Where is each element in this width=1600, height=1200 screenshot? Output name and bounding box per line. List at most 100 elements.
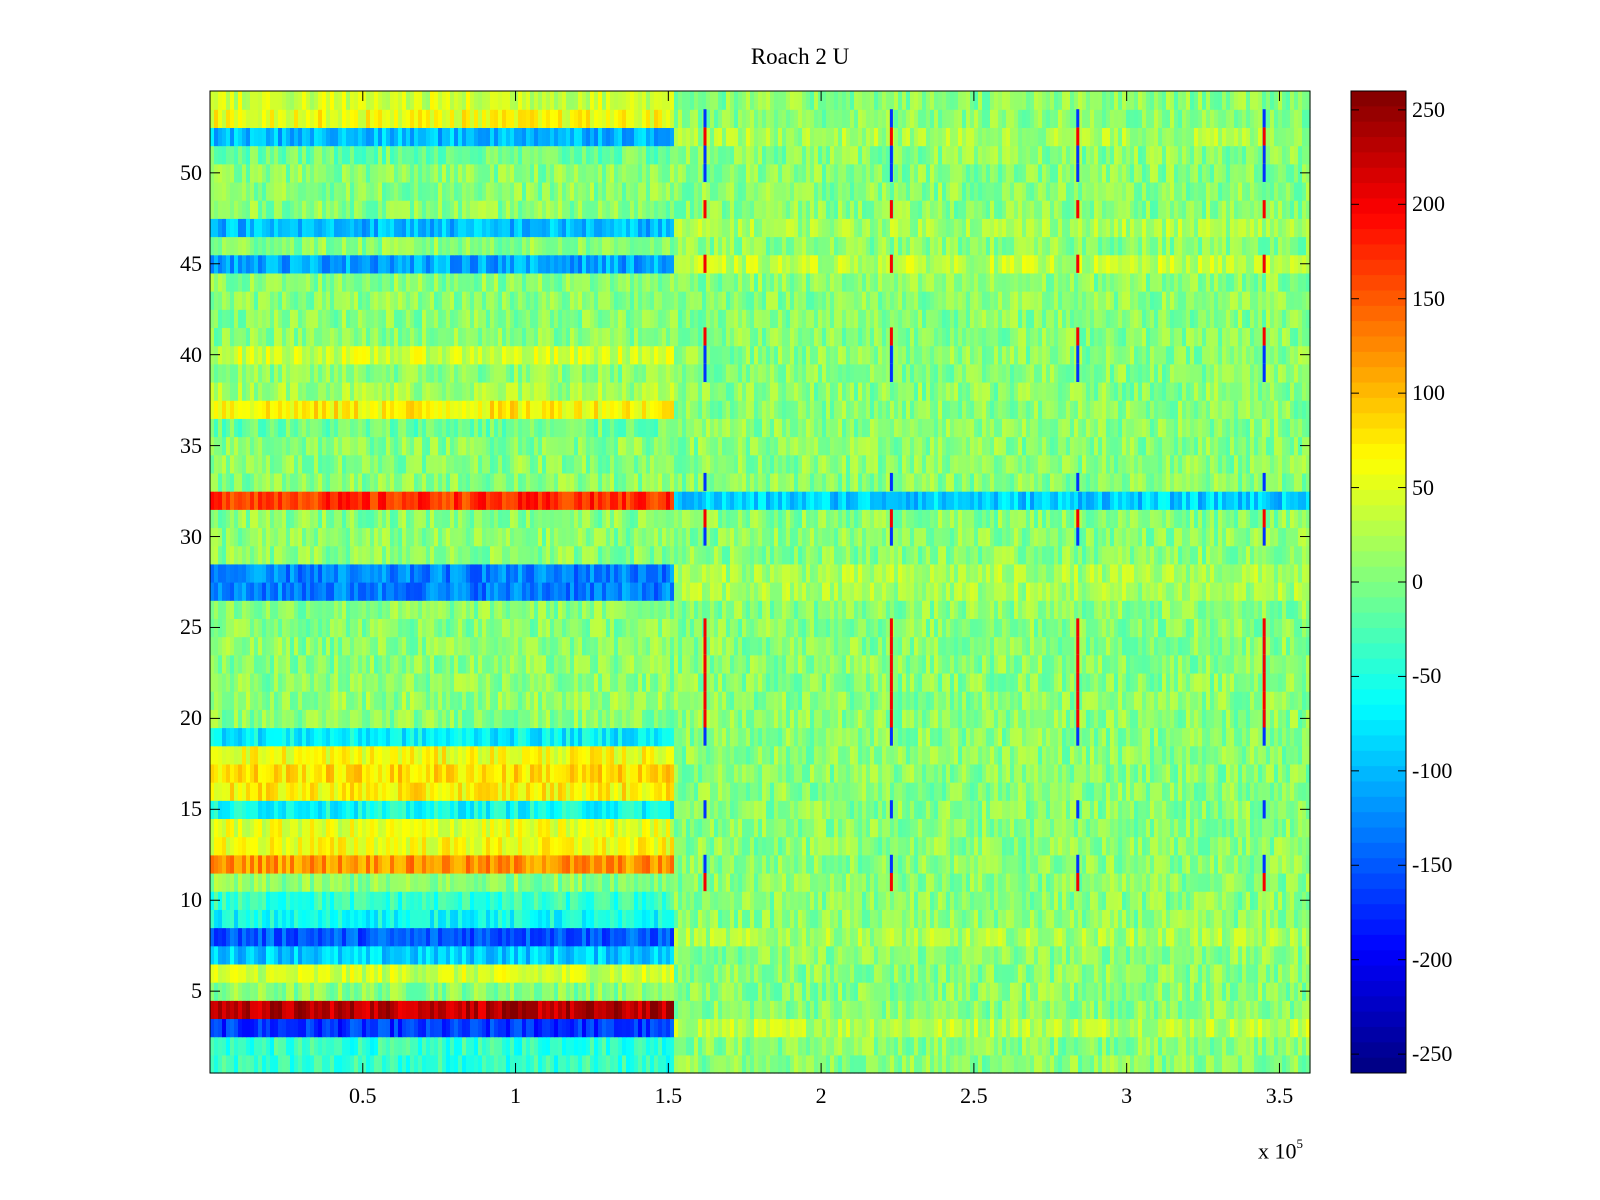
heatmap-cell (334, 945, 339, 965)
heatmap-cell (1230, 782, 1235, 801)
heatmap-cell (590, 800, 595, 820)
heatmap-cell (242, 945, 247, 965)
heatmap-cell (1038, 800, 1043, 820)
heatmap-cell (806, 836, 811, 856)
heatmap-cell (1214, 800, 1219, 820)
heatmap-cell (1246, 745, 1251, 765)
heatmap-cell (746, 745, 751, 765)
heatmap-cell (1006, 763, 1011, 783)
heatmap-cell (330, 927, 335, 947)
heatmap-cell (590, 945, 595, 965)
heatmap-cell (770, 763, 775, 783)
heatmap-cell (294, 818, 299, 838)
heatmap-cell (1042, 1018, 1047, 1038)
heatmap-cell (426, 927, 431, 947)
heatmap-cell (778, 1018, 783, 1038)
heatmap-cell (422, 909, 427, 929)
heatmap-cell (478, 1018, 483, 1038)
heatmap-cell (1006, 945, 1011, 965)
heatmap-cell (454, 745, 459, 765)
heatmap-cell (322, 745, 327, 765)
heatmap-cell (1198, 745, 1203, 765)
heatmap-cell (334, 836, 339, 856)
heatmap-cell (954, 909, 959, 929)
heatmap-cell (326, 982, 331, 1001)
heatmap-cell (1290, 891, 1295, 910)
heatmap-cell (1058, 982, 1063, 1001)
heatmap-cell (502, 836, 507, 856)
heatmap-cell (702, 982, 707, 1001)
heatmap-cell (986, 854, 991, 874)
heatmap-cell (1038, 836, 1043, 856)
heatmap-cell (574, 1000, 579, 1020)
heatmap-cell (610, 1054, 615, 1074)
heatmap-cell (334, 872, 339, 892)
heatmap-cell (342, 836, 347, 856)
heatmap-cell (766, 818, 771, 838)
heatmap-cell (498, 1054, 503, 1074)
heatmap-cell (350, 818, 355, 838)
heatmap-cell (1046, 836, 1051, 856)
heatmap-cell (1174, 945, 1179, 965)
heatmap-cell (902, 1000, 907, 1020)
heatmap-cell (954, 745, 959, 765)
heatmap-cell (906, 909, 911, 929)
heatmap-cell (506, 963, 511, 983)
heatmap-cell (1070, 800, 1075, 820)
heatmap-cell (1022, 909, 1027, 929)
heatmap-cell (1022, 1036, 1027, 1056)
heatmap-cell (578, 745, 583, 765)
heatmap-cell (218, 836, 223, 856)
heatmap-cell (866, 909, 871, 929)
heatmap-cell (866, 872, 871, 892)
heatmap-cell (738, 1000, 743, 1020)
heatmap-cell (1174, 818, 1179, 838)
heatmap-cell (538, 763, 543, 783)
heatmap-cell (482, 745, 487, 765)
heatmap-cell (430, 1036, 435, 1056)
heatmap-cell (630, 800, 635, 820)
heatmap-cell (786, 836, 791, 856)
heatmap-cell (738, 963, 743, 983)
heatmap-cell (962, 763, 967, 783)
heatmap-cell (762, 745, 767, 765)
heatmap-cell (1134, 782, 1139, 801)
heatmap-cell (826, 891, 831, 910)
heatmap-cell (766, 909, 771, 929)
heatmap-cell (1230, 763, 1235, 783)
heatmap-cell (1230, 1036, 1235, 1056)
heatmap-cell (558, 963, 563, 983)
heatmap-cell (410, 963, 415, 983)
heatmap-cell (610, 1018, 615, 1038)
heatmap-cell (418, 963, 423, 983)
heatmap-cell (318, 1018, 323, 1038)
heatmap-cell (554, 782, 559, 801)
heatmap-cell (538, 1054, 543, 1074)
heatmap-cell (1218, 891, 1223, 910)
heatmap-cell (818, 800, 823, 820)
heatmap-cell (838, 854, 843, 874)
heatmap-cell (286, 727, 291, 747)
heatmap-cell (326, 891, 331, 910)
heatmap-cell (1278, 800, 1283, 820)
heatmap-cell (590, 872, 595, 892)
heatmap-cell (1146, 891, 1151, 910)
heatmap-cell (614, 872, 619, 892)
heatmap-cell (1246, 872, 1251, 892)
heatmap-cell (326, 927, 331, 947)
heatmap-cell (746, 818, 751, 838)
heatmap-cell (1138, 1036, 1143, 1056)
heatmap-cell (1134, 836, 1139, 856)
heatmap-cell (958, 872, 963, 892)
heatmap-cell (494, 909, 499, 929)
heatmap-cell (978, 782, 983, 801)
heatmap-cell (854, 872, 859, 892)
heatmap-cell (1150, 818, 1155, 838)
heatmap-cell (906, 854, 911, 874)
heatmap-cell (970, 782, 975, 801)
heatmap-cell (270, 982, 275, 1001)
heatmap-cell (910, 1054, 915, 1074)
heatmap-cell (506, 909, 511, 929)
heatmap-cell (1222, 927, 1227, 947)
heatmap-cell (582, 745, 587, 765)
